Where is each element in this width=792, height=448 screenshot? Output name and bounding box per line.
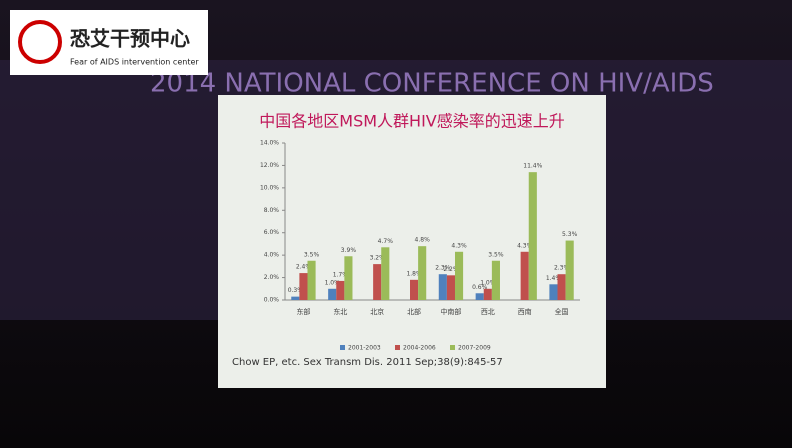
y-tick-label: 8.0%: [264, 207, 280, 214]
bar: [491, 260, 500, 300]
chart: 0.0% 2.0% 4.0% 6.0% 8.0% 10.0% 12.0% 14.0% 东部 0.3…: [260, 140, 580, 352]
bar: [520, 251, 529, 300]
y-tick-label: 14.0%: [260, 140, 279, 147]
value-label: 2.2%: [443, 266, 459, 273]
value-label: 5.3%: [562, 231, 578, 238]
bar: [483, 288, 492, 300]
logo-name: 恐艾干预中心: [70, 27, 190, 51]
y-tick-label: 10.0%: [260, 184, 279, 191]
bar: [410, 279, 419, 300]
value-label: 1.4%: [546, 275, 562, 282]
value-label: 2.4%: [296, 264, 312, 271]
legend-swatch: [340, 345, 345, 350]
value-label: 4.3%: [517, 242, 533, 249]
bar: [291, 296, 300, 300]
bar: [557, 274, 566, 300]
bar: [373, 264, 382, 300]
bar: [549, 284, 558, 300]
value-label: 2.3%: [435, 265, 451, 272]
bar: [438, 274, 447, 300]
bar: [418, 246, 427, 300]
x-tick-label: 西南: [518, 307, 532, 316]
value-label: 3.5%: [304, 251, 320, 258]
legend-label: 2004-2006: [403, 345, 436, 352]
x-tick-label: 北京: [370, 307, 384, 316]
bar: [307, 260, 316, 300]
bar: [299, 273, 308, 300]
screen: [218, 95, 606, 388]
y-tick-label: 12.0%: [260, 162, 279, 169]
legend-swatch: [450, 345, 455, 350]
value-label: 4.3%: [451, 242, 467, 249]
value-label: 1.0%: [325, 279, 341, 286]
y-tick-label: 2.0%: [264, 274, 280, 281]
x-tick-label: 中南部: [440, 307, 461, 316]
source: Chow EP, etc. Sex Transm Dis. 2011 Sep;3…: [232, 357, 503, 368]
value-label: 1.7%: [333, 271, 349, 278]
x-tick-label: 全国: [555, 307, 569, 316]
value-label: 0.6%: [472, 284, 488, 291]
logo-subtitle: Fear of AIDS intervention center: [70, 58, 199, 67]
banner: 2014 NATIONAL CONFERENCE ON HIV/AIDS: [150, 69, 714, 99]
legend-swatch: [395, 345, 400, 350]
bar: [528, 172, 537, 300]
y-tick-label: 0.0%: [264, 297, 280, 304]
value-label: 0.3%: [288, 287, 304, 294]
value-label: 1.8%: [406, 270, 422, 277]
x-tick-label: 西北: [481, 308, 495, 316]
bar: [336, 280, 345, 300]
value-label: 3.5%: [488, 251, 504, 258]
value-label: 11.4%: [523, 163, 542, 170]
value-label: 4.7%: [378, 238, 394, 245]
bar: [344, 256, 353, 300]
value-label: 3.9%: [341, 247, 357, 254]
bar: [475, 293, 484, 300]
legend-label: 2001-2003: [348, 345, 381, 352]
value-label: 1.0%: [480, 279, 496, 286]
bar: [328, 288, 337, 300]
x-tick-label: 东部: [296, 307, 310, 316]
bar: [454, 251, 464, 300]
x-tick-label: 北部: [407, 307, 421, 316]
x-tick-label: 东北: [333, 307, 347, 316]
chart-title: 中国各地区MSM人群HIV感染率的迅速上升: [259, 112, 564, 131]
legend-label: 2007-2009: [458, 345, 491, 352]
bar: [381, 247, 390, 300]
bar: [446, 275, 455, 300]
y-tick-label: 4.0%: [264, 252, 280, 259]
bar: [565, 240, 574, 300]
value-label: 4.8%: [415, 237, 431, 244]
y-tick-label: 6.0%: [264, 229, 280, 236]
value-label: 2.3%: [554, 265, 570, 272]
logo-icon: [18, 20, 62, 64]
value-label: 3.2%: [370, 255, 386, 262]
